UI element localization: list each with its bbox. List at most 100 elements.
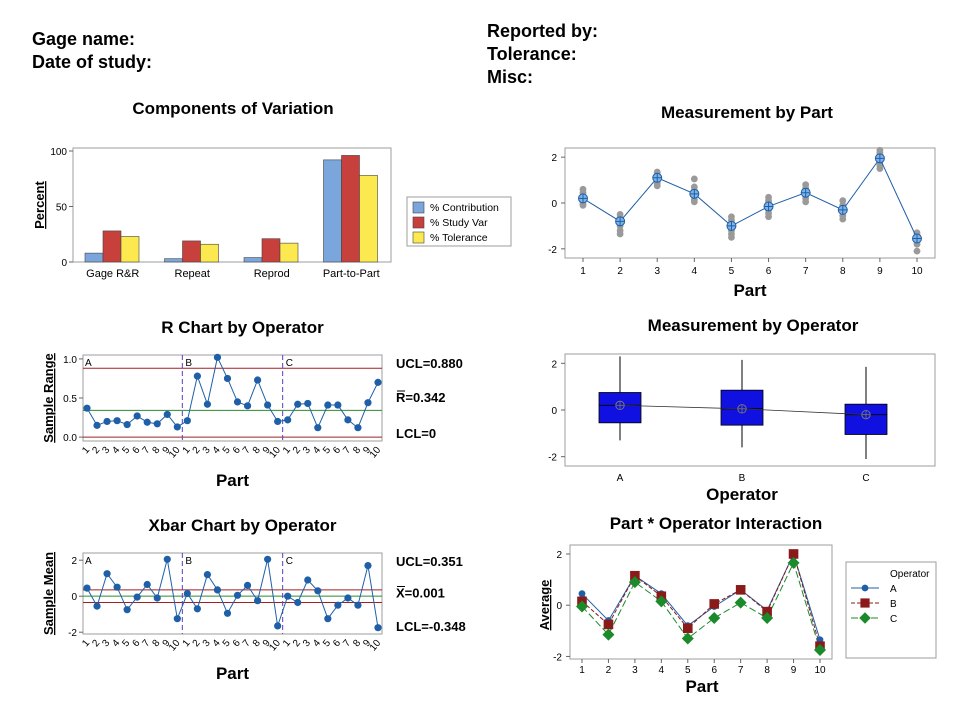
gage-name-label: Gage name:: [32, 29, 136, 49]
xbar-chart-xtick-label: 6: [130, 638, 142, 650]
r-chart-point: [213, 353, 222, 361]
xbar-chart-point: [203, 571, 212, 579]
r-chart-point: [324, 401, 332, 409]
interaction-point: [709, 599, 720, 609]
by-part-observation: [728, 233, 735, 241]
interaction-point: [576, 600, 588, 613]
interaction-xtick-label: 6: [711, 665, 717, 676]
r-chart-xtick-label: 7: [141, 445, 153, 457]
xbar-chart-xtick-label: 6: [331, 638, 343, 650]
xbar-chart-xtick-label: 10: [368, 638, 384, 654]
xbar-chart-point: [274, 622, 282, 630]
r-chart-xtick-label: 4: [110, 445, 122, 457]
by-part-xtick-label: 1: [580, 266, 586, 277]
r-chart-xtick-label: 10: [368, 445, 384, 461]
xbar-chart-point: [233, 591, 242, 599]
tolerance-label: Tolerance:: [487, 44, 577, 64]
xbar-chart-title: Xbar Chart by Operator: [149, 516, 337, 535]
interaction-series-line: [581, 561, 821, 651]
r-chart-center-label: R=0.342: [396, 390, 446, 405]
by-operator-title: Measurement by Operator: [648, 316, 859, 335]
interaction-point: [578, 590, 586, 598]
r-chart-xlabel: Part: [216, 471, 249, 490]
xbar-chart-xtick-label: 5: [120, 638, 132, 650]
r-chart-point: [173, 423, 181, 431]
r-chart-xtick-label: 9: [261, 445, 273, 457]
interaction-xtick-label: 3: [632, 665, 638, 676]
by-part-observation: [690, 175, 698, 183]
by-part-mean-crosshair: [912, 234, 922, 244]
xbar-chart-point: [334, 601, 342, 609]
r-chart-point: [163, 410, 171, 419]
r-chart-xtick-label: 6: [331, 445, 343, 457]
xbar-chart-xtick-label: 4: [110, 638, 122, 650]
components-legend-swatch: [412, 216, 425, 229]
by-operator-ytick-label: 0: [551, 406, 557, 417]
by-part-xtick-label: 5: [729, 266, 735, 277]
xbar-chart-group-label: B: [185, 556, 192, 567]
r-chart-point: [233, 398, 242, 406]
xbar-chart-point: [284, 592, 292, 600]
by-operator-xtick-label: B: [739, 473, 746, 484]
r-chart-point: [243, 402, 252, 410]
xbar-chart-point: [243, 581, 252, 590]
interaction-legend: [845, 561, 937, 659]
interaction-ytick-label: 2: [556, 550, 562, 561]
components-bar: [323, 159, 342, 263]
components-ylabel: Percent: [32, 180, 47, 228]
r-chart-xtick-label: 6: [130, 445, 142, 457]
by-part-xtick-label: 10: [911, 266, 923, 277]
xbar-chart-point: [314, 587, 322, 595]
misc-label: Misc:: [487, 67, 534, 87]
r-chart-point: [123, 420, 131, 429]
reported-by-label: Reported by:: [487, 21, 599, 41]
interaction-legend-label: B: [890, 599, 897, 610]
r-chart-point: [374, 378, 382, 386]
xbar-chart-xtick-label: 8: [351, 638, 363, 650]
components-title: Components of Variation: [132, 99, 333, 118]
interaction-point: [681, 632, 694, 645]
by-part-plot-frame: [564, 147, 936, 259]
r-chart-ytick-label: 0.5: [63, 394, 77, 405]
date-of-study-label: Date of study:: [32, 52, 153, 72]
by-operator-xtick-label: C: [862, 473, 869, 484]
xbar-chart-point: [294, 598, 302, 607]
interaction-point: [762, 606, 772, 617]
interaction-xtick-label: 2: [606, 665, 612, 676]
interaction-point: [735, 585, 746, 595]
r-chart-xtick-label: 3: [301, 445, 313, 457]
interaction-xlabel: Part: [685, 677, 718, 696]
components-legend-swatch: [412, 201, 425, 214]
by-part-xtick-label: 3: [654, 266, 660, 277]
xbar-chart-plot-frame: [82, 552, 383, 635]
by-part-mean-crosshair: [838, 205, 848, 215]
by-part-xtick-label: 7: [803, 266, 809, 277]
xbar-chart-xtick-label: 1: [80, 638, 92, 650]
r-chart-xtick-label: 5: [321, 445, 333, 457]
components-ytick-label: 0: [61, 258, 67, 269]
r-chart-ytick-label: 1.0: [63, 355, 77, 366]
interaction-xtick-label: 1: [579, 665, 585, 676]
interaction-legend-marker: [860, 598, 870, 608]
by-operator-xtick-label: A: [617, 473, 624, 484]
xbar-chart-xtick-label: 8: [251, 638, 263, 650]
r-chart-point: [364, 399, 372, 407]
r-chart-xtick-label: 2: [191, 445, 203, 457]
r-chart-group-label: B: [185, 358, 192, 369]
by-part-observation: [802, 198, 810, 206]
r-chart-point: [294, 400, 302, 408]
xbar-chart-point: [183, 589, 191, 598]
by-part-xtick-label: 8: [840, 266, 846, 277]
components-bar: [182, 240, 201, 263]
by-part-mean-crosshair: [652, 173, 662, 183]
r-chart-xtick-label: 5: [221, 445, 233, 457]
interaction-point: [630, 570, 640, 581]
xbar-chart-xtick-label: 8: [151, 638, 163, 650]
by-operator-mean-crosshair: [737, 404, 747, 414]
xbar-chart-center-label: X=0.001: [396, 586, 445, 601]
r-chart-xtick-label: 3: [100, 445, 112, 457]
interaction-xtick-label: 10: [814, 665, 826, 676]
components-bar: [359, 175, 378, 263]
r-chart-point: [133, 412, 141, 420]
